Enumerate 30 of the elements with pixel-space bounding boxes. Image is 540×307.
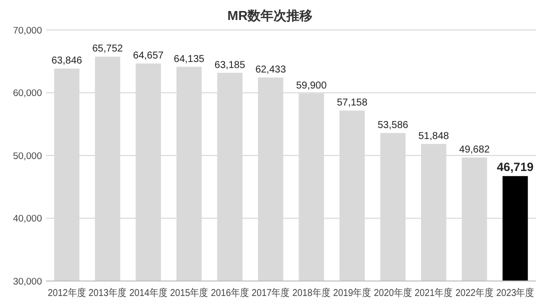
data-label: 51,848: [418, 130, 450, 142]
y-tick-label: 30,000: [12, 276, 42, 288]
y-tick-label: 70,000: [12, 25, 42, 36]
data-label: 64,135: [174, 54, 205, 65]
x-tick-label: 2020年度: [374, 287, 416, 299]
x-tick-label: 2021年度: [414, 287, 457, 299]
y-tick-label: 40,000: [12, 214, 42, 225]
x-tick-label: 2012年度: [48, 287, 90, 299]
x-tick-label: 2015年度: [170, 287, 212, 299]
x-tick-label: 2019年度: [333, 287, 376, 299]
x-tick-label: 2018年度: [292, 287, 335, 299]
y-tick-label: 50,000: [12, 150, 42, 162]
data-label: 57,158: [336, 98, 368, 109]
y-tick-label: 60,000: [12, 88, 42, 100]
data-label: 62,433: [255, 64, 286, 76]
data-label: 64,657: [133, 50, 164, 62]
x-tick-label: 2016年度: [210, 287, 254, 299]
data-label: 59,900: [296, 80, 328, 92]
x-tick-label: 2014年度: [129, 287, 172, 299]
data-label: 46,719: [496, 160, 534, 174]
data-label: 65,752: [92, 44, 124, 55]
data-label: 63,185: [214, 60, 246, 71]
x-tick-label: 2022年度: [455, 287, 498, 299]
data-label: 49,682: [459, 144, 490, 156]
data-label: 63,846: [51, 56, 83, 67]
x-tick-label: 2013年度: [88, 287, 131, 299]
x-tick-label: 2017年度: [252, 287, 294, 299]
chart-title: MR数年次推移: [227, 8, 313, 23]
x-tick-label: 2023年度: [496, 287, 538, 299]
data-label: 53,586: [378, 120, 409, 131]
